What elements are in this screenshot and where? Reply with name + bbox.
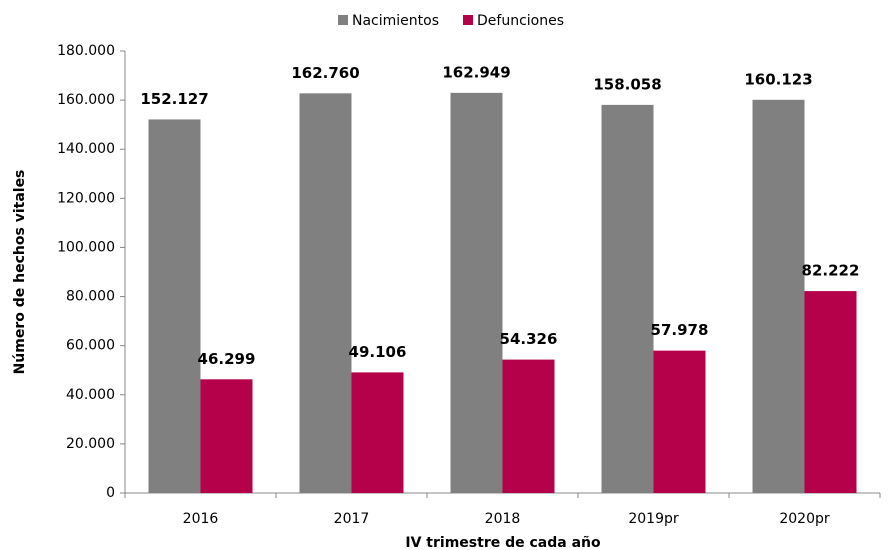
legend-swatch (338, 15, 348, 25)
value-label: 160.123 (744, 70, 812, 88)
legend-label: Defunciones (477, 13, 564, 29)
value-label: 162.760 (291, 64, 359, 82)
value-label: 158.058 (593, 75, 661, 93)
x-tick-label: 2018 (485, 511, 521, 527)
value-label: 54.326 (500, 330, 558, 348)
x-tick-label: 2019pr (628, 511, 679, 527)
x-tick-label: 2017 (334, 511, 370, 527)
x-tick-label: 2016 (183, 511, 219, 527)
value-label: 82.222 (802, 262, 860, 280)
x-axis-title: IV trimestre de cada año (405, 535, 601, 550)
y-tick-label: 120.000 (57, 190, 115, 206)
y-tick-label: 100.000 (57, 239, 115, 255)
y-tick-label: 40.000 (66, 387, 115, 403)
value-label: 152.127 (140, 90, 208, 108)
x-tick-label: 2020pr (779, 511, 830, 527)
bar (450, 92, 503, 493)
bar (200, 379, 253, 493)
legend-swatch (463, 15, 474, 25)
bar (653, 350, 706, 493)
y-axis-title: Número de hechos vitales (12, 170, 28, 375)
bar (804, 291, 857, 493)
value-label: 49.106 (349, 343, 407, 361)
y-tick-label: 0 (106, 485, 115, 501)
y-tick-label: 20.000 (66, 436, 115, 452)
bar (601, 104, 654, 494)
value-label: 57.978 (651, 321, 709, 339)
legend-label: Nacimientos (352, 13, 439, 29)
bar (752, 99, 805, 493)
bar (299, 93, 352, 494)
y-tick-label: 60.000 (66, 338, 115, 354)
y-tick-label: 80.000 (66, 289, 115, 305)
bar (502, 359, 555, 493)
y-tick-label: 160.000 (57, 92, 115, 108)
bar (351, 372, 404, 493)
value-label: 162.949 (442, 63, 510, 81)
value-label: 46.299 (198, 350, 256, 368)
y-tick-label: 140.000 (57, 141, 115, 157)
y-tick-label: 180.000 (57, 43, 115, 59)
bar (148, 119, 201, 494)
